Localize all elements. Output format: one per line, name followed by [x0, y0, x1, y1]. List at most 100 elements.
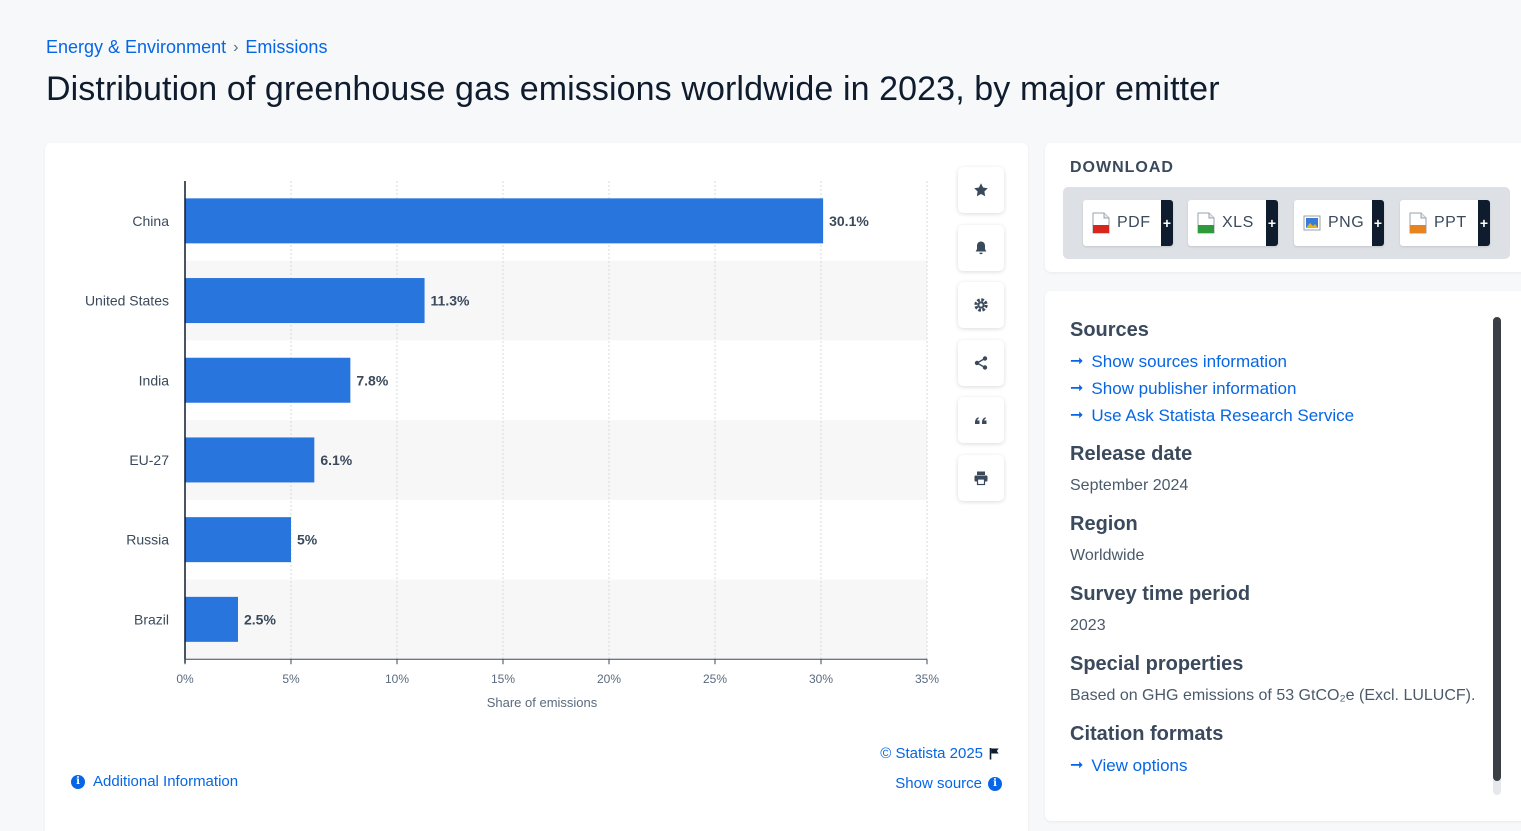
share-icon: [974, 355, 988, 370]
show-publisher-label: Show publisher information: [1091, 379, 1297, 398]
plus-icon: +: [1266, 200, 1278, 246]
bar-chart: China 30.1% United States 11.3% India 7.8% EU-…: [85, 181, 939, 710]
bar: [185, 357, 351, 403]
download-ppt-button[interactable]: PPT +: [1400, 200, 1490, 246]
category-label: Russia: [126, 532, 169, 548]
star-icon: [974, 183, 988, 197]
download-png-button[interactable]: PNG +: [1294, 200, 1384, 246]
release-date-value: September 2024: [1070, 477, 1189, 494]
region-value: Worldwide: [1070, 547, 1145, 564]
data-label: 11.3%: [431, 293, 470, 309]
view-options-label: View options: [1091, 756, 1188, 775]
info-icon: i: [988, 776, 1002, 791]
arrow-right-icon: ➞: [1070, 407, 1084, 424]
additional-information-link[interactable]: i Additional Information: [71, 773, 238, 790]
bar: [185, 517, 291, 563]
additional-information-label: Additional Information: [93, 773, 239, 790]
data-label: 5%: [297, 532, 318, 548]
special-properties-section: Special properties Based on GHG emission…: [1070, 653, 1490, 709]
sources-heading: Sources: [1070, 319, 1149, 341]
plus-icon: +: [1478, 200, 1490, 246]
arrow-right-icon: ➞: [1070, 757, 1084, 774]
download-title: DOWNLOAD: [1070, 159, 1174, 176]
show-source-link[interactable]: Show source i: [895, 775, 1002, 792]
arrow-right-icon: ➞: [1070, 380, 1084, 397]
survey-period-value: 2023: [1070, 617, 1106, 634]
share-button[interactable]: [958, 339, 1004, 386]
print-button[interactable]: [958, 454, 1004, 501]
category-label: EU-27: [129, 452, 169, 468]
data-label: 30.1%: [829, 213, 869, 229]
scrollbar-thumb[interactable]: [1493, 317, 1501, 781]
breadcrumb-link-emissions[interactable]: Emissions: [245, 37, 328, 57]
x-axis-label: Share of emissions: [487, 695, 598, 710]
x-tick-label: 30%: [809, 672, 833, 686]
breadcrumb-separator: ›: [233, 38, 239, 56]
x-tick-label: 10%: [385, 672, 409, 686]
data-label: 2.5%: [244, 611, 276, 627]
plus-icon: +: [1372, 200, 1384, 246]
quote-icon: [975, 417, 987, 424]
survey-period-section: Survey time period 2023: [1070, 583, 1490, 639]
category-label: United States: [85, 293, 169, 309]
citation-formats-section: Citation formats ➞ View options: [1070, 723, 1490, 779]
region-section: Region Worldwide: [1070, 513, 1490, 569]
settings-button[interactable]: [958, 282, 1004, 328]
ask-statista-link[interactable]: ➞ Use Ask Statista Research Service: [1070, 402, 1490, 429]
x-tick-label: 0%: [176, 672, 194, 686]
bar: [185, 596, 238, 642]
x-tick-label: 5%: [282, 672, 300, 686]
breadcrumb: Energy & Environment › Emissions: [46, 37, 327, 58]
category-label: India: [139, 372, 170, 388]
copyright-text: © Statista 2025: [880, 745, 983, 762]
x-tick-label: 15%: [491, 672, 515, 686]
plus-icon: +: [1161, 200, 1173, 246]
row-band: [185, 579, 927, 660]
ask-statista-label: Use Ask Statista Research Service: [1091, 406, 1355, 425]
breadcrumb-link-energy[interactable]: Energy & Environment: [46, 37, 227, 57]
special-properties-heading: Special properties: [1070, 653, 1244, 675]
png-file-icon: [1303, 212, 1321, 234]
download-bar: PDF + XLS + PNG + PPT +: [1063, 187, 1510, 259]
bell-icon: [975, 241, 987, 254]
show-sources-link[interactable]: ➞ Show sources information: [1070, 348, 1490, 375]
chart-card: China 30.1% United States 11.3% India 7.8% EU-…: [45, 143, 1028, 831]
pdf-file-icon: [1092, 212, 1110, 234]
x-tick-label: 25%: [703, 672, 727, 686]
show-sources-label: Show sources information: [1091, 352, 1287, 371]
alert-button[interactable]: [958, 224, 1004, 271]
release-date-heading: Release date: [1070, 443, 1193, 465]
category-label: China: [132, 213, 169, 229]
page-title: Distribution of greenhouse gas emissions…: [46, 70, 1220, 108]
bar: [185, 437, 315, 483]
print-icon: [974, 471, 988, 485]
download-pdf-button[interactable]: PDF +: [1083, 200, 1173, 246]
gear-icon: [974, 298, 988, 312]
category-label: Brazil: [134, 611, 169, 627]
statistic-details-card: Sources ➞ Show sources information ➞ Show …: [1045, 291, 1521, 821]
chart-toolbar: [958, 167, 1004, 512]
survey-period-heading: Survey time period: [1070, 583, 1251, 605]
xls-file-icon: [1197, 212, 1215, 234]
download-png-label: PNG: [1328, 214, 1365, 231]
favorite-button[interactable]: [958, 167, 1004, 213]
cite-button[interactable]: [958, 397, 1004, 443]
show-publisher-link[interactable]: ➞ Show publisher information: [1070, 375, 1490, 402]
statistic-details: Sources ➞ Show sources information ➞ Show …: [1070, 319, 1490, 793]
bar: [185, 198, 824, 244]
data-label: 7.8%: [356, 372, 388, 388]
ppt-file-icon: [1409, 212, 1427, 234]
download-xls-label: XLS: [1222, 214, 1254, 231]
region-heading: Region: [1070, 513, 1138, 535]
download-pdf-label: PDF: [1117, 214, 1151, 231]
download-card: DOWNLOAD PDF + XLS + PNG + PPT +: [1045, 143, 1521, 272]
show-source-label: Show source: [895, 775, 982, 792]
view-options-link[interactable]: ➞ View options: [1070, 752, 1490, 779]
download-xls-button[interactable]: XLS +: [1188, 200, 1278, 246]
arrow-right-icon: ➞: [1070, 353, 1084, 370]
sources-section: Sources ➞ Show sources information ➞ Show …: [1070, 319, 1490, 429]
info-icon: i: [71, 774, 85, 789]
citation-formats-heading: Citation formats: [1070, 723, 1224, 745]
data-label: 6.1%: [320, 452, 352, 468]
copyright[interactable]: © Statista 2025: [880, 745, 1000, 762]
